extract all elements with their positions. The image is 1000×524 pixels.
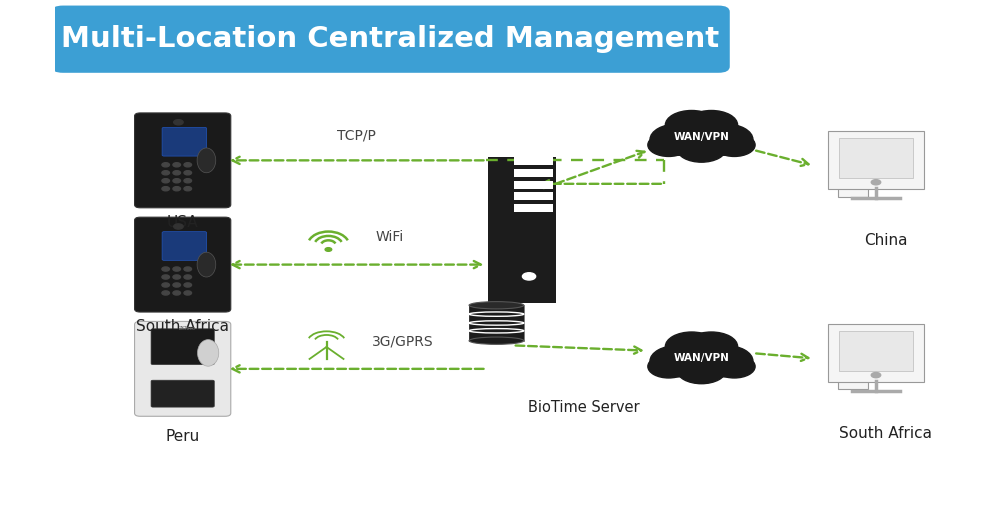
Circle shape (677, 356, 726, 384)
Circle shape (173, 275, 181, 279)
FancyBboxPatch shape (828, 324, 924, 382)
FancyBboxPatch shape (52, 6, 730, 73)
Circle shape (685, 332, 738, 361)
Bar (839, 138, 913, 178)
Bar (844, 155, 863, 160)
FancyBboxPatch shape (135, 321, 231, 416)
Circle shape (665, 111, 718, 139)
Circle shape (173, 171, 181, 175)
Bar (514, 157, 553, 166)
Text: WAN/VPN: WAN/VPN (674, 132, 729, 142)
FancyBboxPatch shape (162, 232, 207, 260)
FancyBboxPatch shape (838, 328, 868, 389)
Circle shape (184, 291, 192, 295)
Circle shape (685, 111, 738, 139)
Text: South Africa: South Africa (136, 319, 229, 334)
Circle shape (184, 275, 192, 279)
Circle shape (871, 180, 881, 185)
Circle shape (184, 283, 192, 287)
Circle shape (650, 345, 707, 377)
FancyBboxPatch shape (488, 157, 556, 303)
Circle shape (173, 291, 181, 295)
FancyBboxPatch shape (151, 329, 214, 365)
Circle shape (184, 267, 192, 271)
Text: South Africa: South Africa (839, 426, 932, 441)
Ellipse shape (197, 148, 216, 173)
Circle shape (173, 163, 181, 167)
Circle shape (162, 267, 169, 271)
Circle shape (162, 275, 169, 279)
Text: 3G/GPRS: 3G/GPRS (372, 334, 433, 348)
Ellipse shape (197, 252, 216, 277)
FancyBboxPatch shape (838, 135, 868, 196)
Circle shape (162, 291, 169, 295)
Circle shape (184, 179, 192, 183)
Bar (844, 363, 863, 367)
Text: ZKTeco: ZKTeco (178, 326, 195, 331)
Bar (514, 192, 553, 201)
Circle shape (162, 171, 169, 175)
Text: Multi-Location Centralized Management: Multi-Location Centralized Management (61, 25, 719, 53)
Circle shape (325, 248, 332, 252)
Text: Peru: Peru (166, 429, 200, 444)
Bar (469, 305, 524, 341)
Circle shape (173, 187, 181, 191)
Ellipse shape (469, 337, 524, 344)
Circle shape (677, 135, 726, 162)
Circle shape (871, 373, 881, 378)
Circle shape (184, 163, 192, 167)
Circle shape (665, 332, 718, 361)
Ellipse shape (469, 302, 524, 309)
FancyBboxPatch shape (151, 380, 214, 407)
Circle shape (174, 119, 183, 125)
Bar (514, 169, 553, 177)
Circle shape (648, 355, 689, 378)
FancyBboxPatch shape (135, 113, 231, 208)
Circle shape (714, 355, 755, 378)
Text: China: China (864, 233, 907, 248)
Bar (840, 334, 867, 342)
Bar (844, 162, 863, 167)
Circle shape (184, 187, 192, 191)
Bar (514, 204, 553, 212)
Circle shape (522, 272, 536, 280)
Bar (839, 331, 913, 370)
Circle shape (173, 179, 181, 183)
Circle shape (668, 338, 735, 375)
Circle shape (668, 116, 735, 154)
Circle shape (174, 224, 183, 229)
Circle shape (162, 283, 169, 287)
Bar (514, 181, 553, 189)
Circle shape (650, 124, 707, 155)
Circle shape (173, 267, 181, 271)
Circle shape (184, 171, 192, 175)
FancyBboxPatch shape (135, 217, 231, 312)
Bar (844, 170, 863, 174)
Circle shape (162, 179, 169, 183)
Ellipse shape (198, 340, 219, 366)
FancyBboxPatch shape (828, 132, 924, 189)
Circle shape (162, 163, 169, 167)
Text: BioTime Server: BioTime Server (528, 400, 639, 415)
Bar (844, 347, 863, 353)
Circle shape (173, 283, 181, 287)
Circle shape (696, 124, 753, 155)
Circle shape (714, 134, 755, 157)
Text: WiFi: WiFi (376, 230, 404, 244)
Circle shape (162, 187, 169, 191)
Bar (844, 355, 863, 360)
Text: USA: USA (167, 215, 198, 230)
Circle shape (648, 134, 689, 157)
FancyBboxPatch shape (162, 127, 207, 156)
Circle shape (696, 345, 753, 377)
Text: TCP/P: TCP/P (337, 128, 376, 142)
Bar (840, 141, 867, 149)
Text: WAN/VPN: WAN/VPN (674, 353, 729, 364)
